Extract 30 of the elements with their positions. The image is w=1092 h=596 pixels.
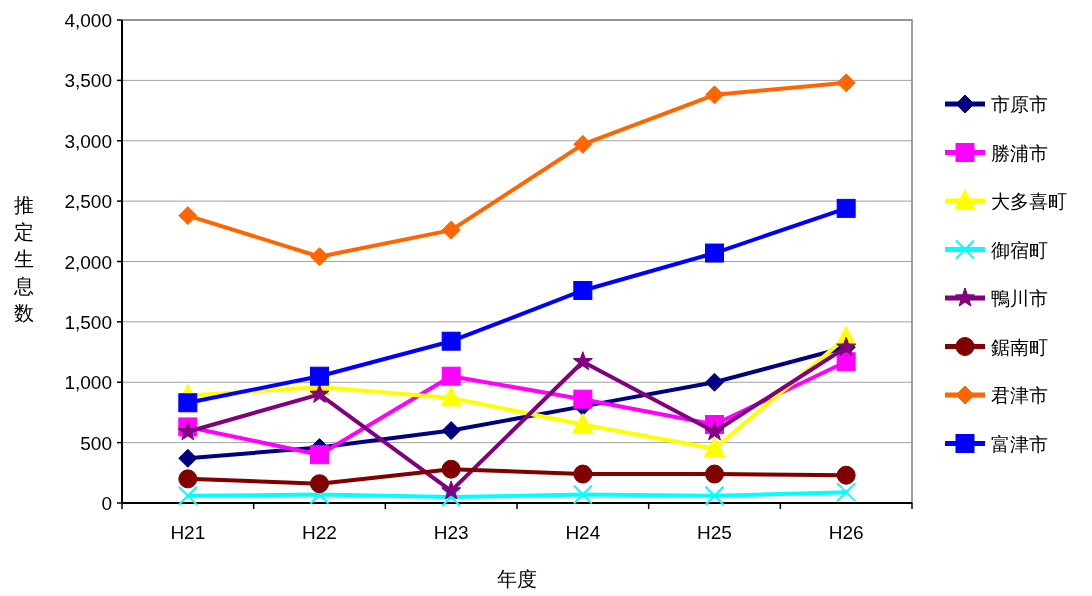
y-tick-label: 3,500 — [64, 70, 112, 92]
legend-label: 市原市 — [991, 94, 1048, 115]
y-tick-label: 3,000 — [64, 130, 112, 152]
legend-label: 富津市 — [991, 433, 1048, 455]
legend-label: 君津市 — [991, 385, 1048, 406]
legend-label: 大多喜町 — [991, 191, 1067, 212]
x-tick-label: H22 — [302, 522, 337, 543]
y-tick-label: 4,000 — [64, 10, 112, 31]
y-tick-label: 1,500 — [64, 311, 112, 333]
y-tick-label: 1,000 — [64, 372, 112, 394]
y-tick-label: 2,500 — [64, 191, 112, 213]
y-axis-title: 推定生息数 — [13, 194, 34, 324]
point — [572, 484, 593, 505]
legend-label: 鴨川市 — [991, 288, 1048, 309]
y-tick-label: 2,000 — [64, 251, 112, 273]
point — [441, 486, 462, 507]
legend-label: 勝浦市 — [991, 142, 1048, 164]
point — [704, 485, 725, 506]
x-tick-label: H25 — [697, 522, 732, 543]
x-tick-label: H24 — [565, 522, 601, 543]
legend-label: 御宿町 — [991, 239, 1048, 261]
y-tick-label: 0 — [101, 493, 112, 514]
x-tick-label: H26 — [828, 522, 864, 543]
x-axis-title: 年度 — [497, 568, 537, 590]
point — [177, 485, 198, 506]
point — [836, 482, 857, 503]
x-tick-label: H21 — [170, 522, 206, 543]
x-tick-label: H23 — [433, 522, 469, 543]
legend-label: 鋸南町 — [991, 336, 1048, 358]
y-tick-label: 500 — [80, 432, 112, 454]
